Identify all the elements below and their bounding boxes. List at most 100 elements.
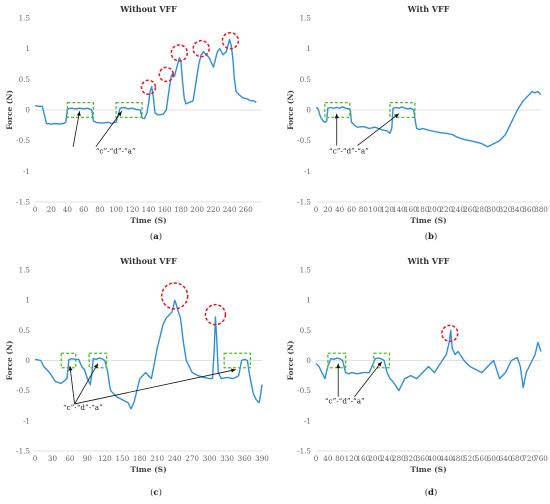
panel-b-y-tick-label: -0.5 [297,136,311,145]
panel-a-title: Without VFF [119,4,177,14]
panel-a-x-tick-label: 180 [174,205,188,214]
panel-c-y-tick-label: 1.5 [19,266,31,275]
panel-b-x-tick-label: 260 [463,205,477,214]
panel-c-x-axis-label: Time (S) [130,465,166,474]
panel-b-highlight-box [389,101,416,119]
panel-a-y-tick-label: 0 [25,106,30,115]
panel-a-caption: (a) [150,231,162,242]
panel-d-x-tick-label: 560 [475,454,489,463]
panel-c-peak-circle [204,303,227,326]
panel-d-y-axis-label: Force (N) [286,341,295,381]
panel-b-x-tick-label: 200 [428,205,442,214]
panel-a-peak-circle [140,79,157,96]
panel-d-x-tick-label: 80 [335,454,345,463]
panel-d-arrow-head [336,363,341,368]
panel-a-x-axis-label: Time (S) [130,216,166,225]
panel-b-x-tick-label: 140 [392,205,406,214]
panel-c-y-tick-label: 0 [25,356,30,365]
panel-b-x-tick-label: 160 [404,205,418,214]
panel-d-y-tick-label: -1 [304,416,311,425]
panel-c-arrow-head [68,365,73,371]
panel-a-peak-circle [170,44,189,62]
panel-a-x-tick-label: 160 [158,205,172,214]
panel-b-x-tick-label: 40 [335,205,345,214]
panel-c-arrow-head [231,368,236,373]
panel-b-y-tick-label: 0.5 [300,75,312,84]
panel-c-x-tick-label: 390 [255,454,269,463]
panel-d-x-tick-label: 0 [314,454,319,463]
panel-a-annotation-arrow [72,111,80,147]
panel-c-y-tick-label: -1 [23,416,30,425]
panel-d-x-tick-label: 640 [499,454,513,463]
panel-b-arrow-head [394,113,399,118]
panel-d-x-tick-label: 280 [392,454,406,463]
panel-c-x-tick-label: 0 [33,454,38,463]
panel-a-x-tick-label: 120 [125,205,139,214]
panel-b-x-tick-label: 80 [359,205,369,214]
panel-d-annotation-label: “c”-“d”-“a” [325,396,365,405]
panel-d-title: With VFF [407,256,450,266]
panel-c-arrow-head [93,363,98,369]
panel-a-y-tick-label: 0.5 [19,75,31,84]
panel-c-x-tick-label: 150 [115,454,129,463]
panel-b-y-tick-label: -1 [304,167,311,176]
panel-c-highlight-box [60,352,77,369]
panel-c-y-tick-label: 1 [25,296,30,305]
panel-a-highlight-box [66,101,95,119]
panel-a-y-tick-label: 1.5 [19,14,31,23]
panel-d-y-tick-label: 1.5 [300,266,312,275]
panel-b-force-series-line [315,90,542,148]
panel-a-annotation-label: “c”-“d”-“a” [96,146,136,155]
panel-d-y-tick-label: 0.5 [300,326,312,335]
panel-a-x-tick-label: 0 [33,205,38,214]
panel-c-x-tick-label: 240 [168,454,182,463]
panel-d-caption: (d) [425,487,438,498]
panel-d-peak-circle [441,324,459,343]
panel-c-annotation-label: “c”-“d”-“a” [63,403,103,412]
panel-a-y-tick-label: -1 [23,167,30,176]
panel-b-y-tick-label: -1.5 [297,198,311,207]
panel-b-x-tick-label: 280 [475,205,489,214]
panel-b-y-tick-label: 1 [306,44,311,53]
panel-b-x-tick-label: 320 [499,205,513,214]
panel-d-x-tick-label: 120 [345,454,359,463]
panel-a-y-axis-label: Force (N) [5,90,14,130]
panel-d-y-tick-label: -1.5 [297,447,311,456]
panel-c-annotation-arrow [74,363,99,405]
panel-b-x-tick-label: 0 [314,205,319,214]
panel-c-x-tick-label: 30 [48,454,58,463]
panel-c-x-tick-label: 120 [98,454,112,463]
panel-a-x-tick-label: 100 [109,205,123,214]
panel-d-x-tick-label: 480 [451,454,465,463]
panel-a-arrow-head [117,111,122,117]
panel-c-x-tick-label: 270 [185,454,199,463]
panel-b-annotation-label: “c”-“d”-“a” [329,146,369,155]
panel-d-x-tick-label: 600 [487,454,501,463]
panel-d-y-tick-label: 0 [306,356,311,365]
panel-d-x-tick-label: 680 [510,454,524,463]
panel-b-x-tick-label: 180 [416,205,430,214]
panel-d-annotation-arrow [354,361,383,397]
panel-c-annotation-arrow [69,365,75,404]
panel-b-x-tick-label: 300 [487,205,501,214]
panel-c-caption: (c) [150,487,162,498]
panel-a-y-tick-label: -0.5 [16,136,30,145]
panel-c-x-tick-label: 360 [238,454,252,463]
panel-b-y-axis-label: Force (N) [286,90,295,130]
panel-a-peak-circle [158,66,175,83]
panel-a-x-tick-label: 220 [206,205,220,214]
panel-d-y-tick-label: 1 [306,296,311,305]
panel-b-x-tick-label: 120 [380,205,394,214]
panel-a-peak-circle [221,31,240,50]
panel-c-x-tick-label: 330 [220,454,234,463]
panel-c-x-tick-label: 60 [65,454,75,463]
panel-a-arrow-head [76,111,81,116]
panel-c-y-tick-label: 0.5 [19,326,31,335]
panel-c-annotation-arrow [74,369,236,405]
panel-a-x-tick-label: 240 [223,205,237,214]
panel-c-y-axis-label: Force (N) [5,341,14,381]
panel-d-x-tick-label: 320 [404,454,418,463]
panel-b-y-tick-label: 1.5 [300,14,312,23]
panel-d-force-series-line [315,329,542,392]
